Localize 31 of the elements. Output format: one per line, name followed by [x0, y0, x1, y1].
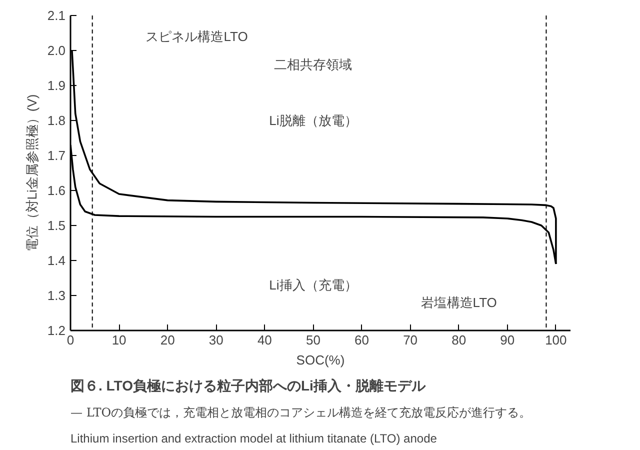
text: 図６. LTO負極における粒子内部へのLi挿入・脱離モデル [70, 378, 426, 394]
y-tick-label: 1.5 [47, 218, 66, 233]
text: Lithium insertion and extraction model at lithium titanate (LTO) anode [70, 432, 438, 446]
text: — LTOの負極では，充電相と放電相のコアシェル構造を経て充放電反応が進行する。 [70, 406, 532, 420]
annotation: 岩塩構造LTO [420, 295, 497, 310]
x-tick-label: 100 [545, 332, 567, 348]
y-tick-label: 1.9 [47, 78, 66, 93]
y-axis-title: 電位（対Li金属参照極）(V) [24, 94, 40, 252]
x-tick-label: 70 [403, 332, 418, 348]
annotation: Li脱離（放電） [269, 113, 358, 128]
x-axis-title: SOC(%) [296, 352, 345, 368]
annotation: スピネル構造LTO [146, 29, 248, 44]
y-tick-label: 1.4 [47, 253, 66, 268]
x-tick-label: 20 [160, 332, 175, 348]
x-tick-label: 80 [452, 332, 466, 348]
y-tick-label: 1.8 [47, 113, 66, 128]
x-tick-label: 30 [208, 332, 224, 348]
y-tick-label: 1.3 [47, 288, 66, 303]
y-tick-label: 1.2 [47, 323, 66, 338]
x-tick-label: 40 [257, 332, 272, 348]
x-tick-label: 10 [112, 332, 126, 348]
y-tick-label: 2.0 [47, 43, 66, 58]
x-tick-label: 90 [500, 332, 515, 348]
x-tick-label: 0 [66, 332, 74, 348]
annotation: Li挿入（充電） [269, 278, 358, 292]
y-tick-label: 2.1 [47, 8, 66, 23]
y-tick-label: 1.7 [47, 148, 66, 163]
annotation: 二相共存領域 [274, 57, 352, 72]
y-tick-label: 1.6 [47, 183, 66, 198]
x-tick-label: 60 [354, 332, 369, 348]
x-tick-label: 50 [306, 332, 320, 348]
